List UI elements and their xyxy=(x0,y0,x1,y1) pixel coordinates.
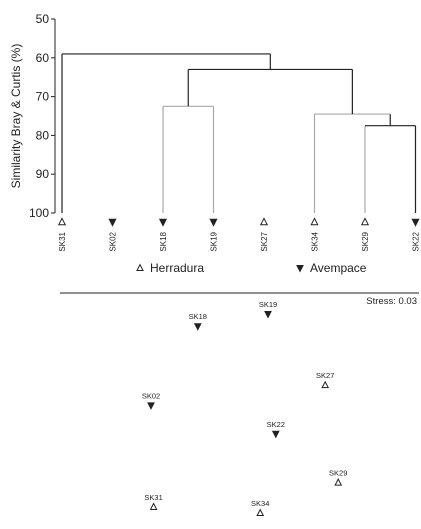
mds-point-marker xyxy=(195,324,201,330)
mds-point-label: SK02 xyxy=(142,391,160,400)
leaf-marker xyxy=(210,219,216,225)
dendrogram-tree xyxy=(62,54,416,213)
mds-point-marker xyxy=(151,504,157,510)
mds-point: SK34 xyxy=(251,499,269,516)
y-tick-label: 80 xyxy=(36,128,50,142)
mds-point-label: SK19 xyxy=(259,300,277,309)
leaf-labels: SK31 SK02 SK18 SK19 SK27 SK34 SK29 SK22 xyxy=(58,231,421,251)
stress-annotation: Stress: 0.03 xyxy=(366,296,417,307)
mds-point: SK29 xyxy=(329,469,347,486)
leaf-markers xyxy=(59,218,419,225)
leaf-marker xyxy=(160,219,166,225)
leaf-label: SK19 xyxy=(210,231,219,251)
leaf-marker xyxy=(362,218,368,224)
leaf-marker xyxy=(59,218,65,224)
leaf-label: SK22 xyxy=(412,231,421,251)
legend-marker xyxy=(297,265,303,271)
legend-label: Avempace xyxy=(310,261,367,275)
dendrogram-panel: Similarity Bray & Curtis (%) 50 60 70 80 90 1… xyxy=(9,12,421,252)
mds-point-label: SK18 xyxy=(189,312,207,321)
mds-point: SK02 xyxy=(142,391,160,408)
leaf-marker xyxy=(261,218,267,224)
leaf-label: SK02 xyxy=(109,231,118,251)
y-axis-label: Similarity Bray & Curtis (%) xyxy=(9,44,23,189)
y-tick-label: 90 xyxy=(36,167,50,181)
legend: Herradura Avempace xyxy=(137,261,367,275)
mds-scatter-panel: SK19 SK18 SK27 SK02 SK22 SK29 SK31 SK34 xyxy=(142,300,348,515)
legend-label: Herradura xyxy=(150,261,204,275)
mds-point: SK22 xyxy=(267,420,285,437)
mds-point-label: SK27 xyxy=(316,371,334,380)
leaf-marker xyxy=(412,219,418,225)
y-tick-label: 100 xyxy=(29,206,49,220)
legend-item: Avempace xyxy=(297,261,367,275)
mds-point: SK31 xyxy=(144,493,162,510)
leaf-label: SK29 xyxy=(361,231,370,251)
mds-point-marker xyxy=(148,403,154,409)
y-tick-label: 70 xyxy=(36,90,50,104)
legend-marker xyxy=(137,265,143,271)
mds-point-marker xyxy=(273,431,279,437)
legend-item: Herradura xyxy=(137,261,204,275)
mds-point: SK27 xyxy=(316,371,334,388)
mds-point-marker xyxy=(335,479,341,485)
mds-point: SK18 xyxy=(189,312,207,329)
leaf-marker xyxy=(311,218,317,224)
y-tick-label: 60 xyxy=(36,51,50,65)
mds-point-label: SK22 xyxy=(267,420,285,429)
mds-point: SK19 xyxy=(259,300,277,317)
leaf-marker xyxy=(109,219,115,225)
y-tick-label: 50 xyxy=(36,12,50,26)
y-axis: Similarity Bray & Curtis (%) 50 60 70 80 90 1… xyxy=(9,12,55,220)
mds-point-marker xyxy=(265,312,271,318)
leaf-label: SK18 xyxy=(159,231,168,251)
mds-point-marker xyxy=(322,382,328,388)
mds-point-label: SK31 xyxy=(144,493,162,502)
mds-point-marker xyxy=(257,510,263,516)
leaf-label: SK27 xyxy=(260,231,269,251)
leaf-label: SK31 xyxy=(58,231,67,251)
leaf-label: SK34 xyxy=(311,231,320,251)
mds-point-label: SK34 xyxy=(251,499,269,508)
mds-point-label: SK29 xyxy=(329,469,347,478)
